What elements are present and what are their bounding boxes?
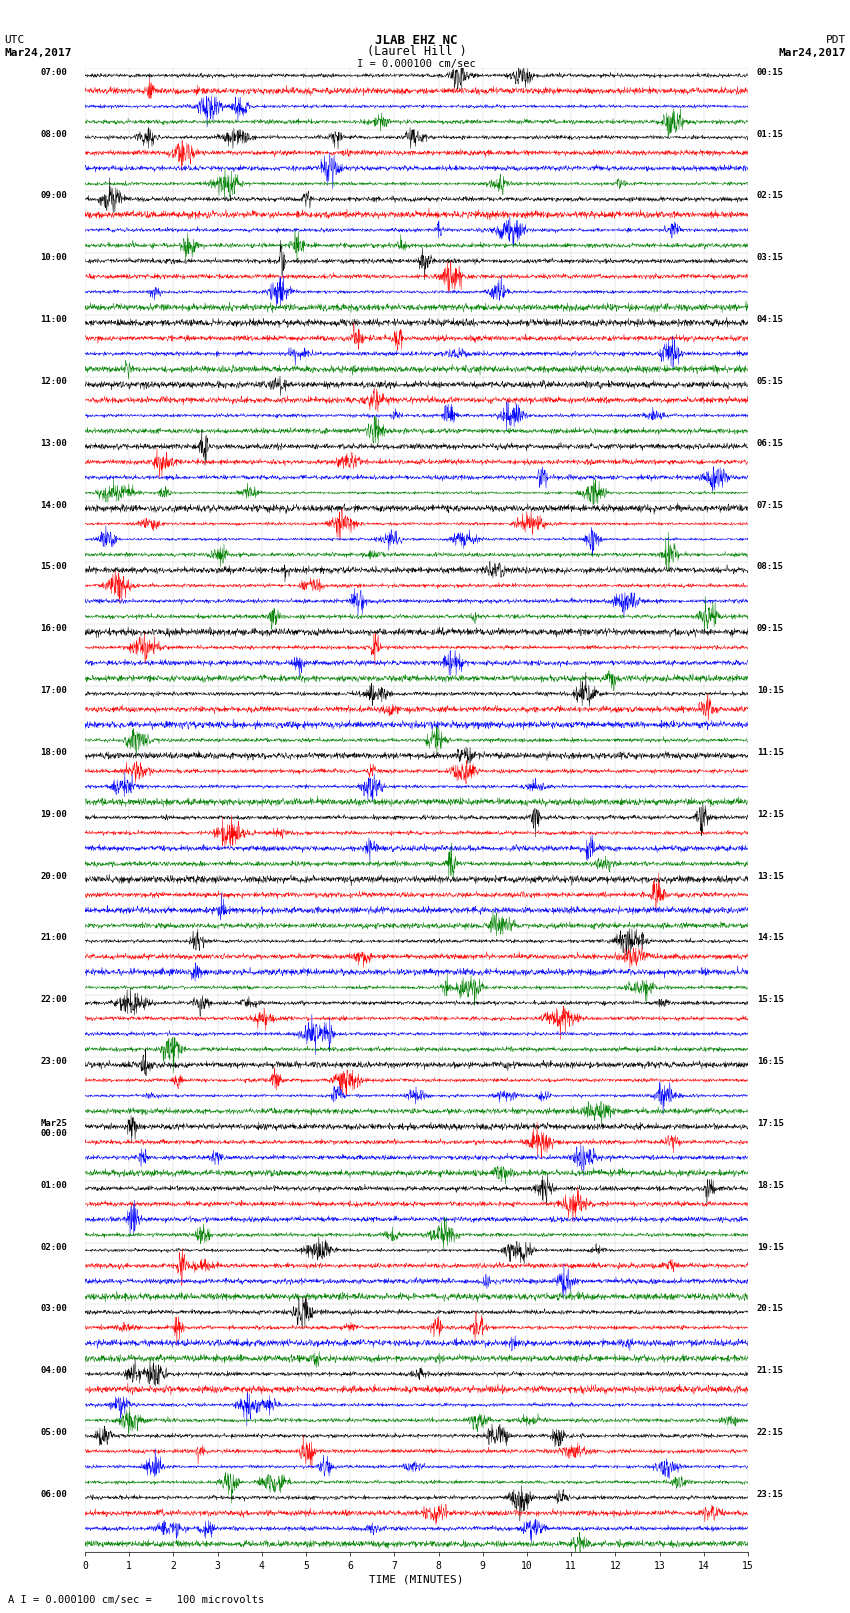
Text: 20:00: 20:00 <box>41 871 67 881</box>
Text: 09:15: 09:15 <box>756 624 784 634</box>
Text: 10:00: 10:00 <box>41 253 67 263</box>
Text: 19:00: 19:00 <box>41 810 67 819</box>
Text: 10:15: 10:15 <box>756 686 784 695</box>
Text: 17:00: 17:00 <box>41 686 67 695</box>
X-axis label: TIME (MINUTES): TIME (MINUTES) <box>369 1574 464 1586</box>
Text: 05:15: 05:15 <box>756 377 784 386</box>
Text: 03:00: 03:00 <box>41 1305 67 1313</box>
Text: 15:00: 15:00 <box>41 563 67 571</box>
Text: 22:00: 22:00 <box>41 995 67 1005</box>
Text: 00:15: 00:15 <box>756 68 784 77</box>
Text: 05:00: 05:00 <box>41 1428 67 1437</box>
Text: Mar24,2017: Mar24,2017 <box>4 48 71 58</box>
Text: (Laurel Hill ): (Laurel Hill ) <box>366 45 467 58</box>
Text: 09:00: 09:00 <box>41 192 67 200</box>
Text: 21:00: 21:00 <box>41 934 67 942</box>
Text: A I = 0.000100 cm/sec =    100 microvolts: A I = 0.000100 cm/sec = 100 microvolts <box>8 1595 264 1605</box>
Text: 11:15: 11:15 <box>756 748 784 756</box>
Text: 07:15: 07:15 <box>756 500 784 510</box>
Text: 01:15: 01:15 <box>756 129 784 139</box>
Text: 18:15: 18:15 <box>756 1181 784 1190</box>
Text: Mar24,2017: Mar24,2017 <box>779 48 846 58</box>
Text: 01:00: 01:00 <box>41 1181 67 1190</box>
Text: 16:15: 16:15 <box>756 1057 784 1066</box>
Text: 16:00: 16:00 <box>41 624 67 634</box>
Text: 18:00: 18:00 <box>41 748 67 756</box>
Text: JLAB EHZ NC: JLAB EHZ NC <box>375 34 458 47</box>
Text: Mar25
00:00: Mar25 00:00 <box>41 1119 67 1139</box>
Text: 06:15: 06:15 <box>756 439 784 448</box>
Text: I = 0.000100 cm/sec: I = 0.000100 cm/sec <box>357 60 476 69</box>
Text: 21:15: 21:15 <box>756 1366 784 1376</box>
Text: 08:15: 08:15 <box>756 563 784 571</box>
Text: 11:00: 11:00 <box>41 315 67 324</box>
Text: 07:00: 07:00 <box>41 68 67 77</box>
Text: 06:00: 06:00 <box>41 1490 67 1498</box>
Text: 02:15: 02:15 <box>756 192 784 200</box>
Text: 23:00: 23:00 <box>41 1057 67 1066</box>
Text: 17:15: 17:15 <box>756 1119 784 1127</box>
Text: 04:00: 04:00 <box>41 1366 67 1376</box>
Text: 03:15: 03:15 <box>756 253 784 263</box>
Text: 19:15: 19:15 <box>756 1242 784 1252</box>
Text: 13:15: 13:15 <box>756 871 784 881</box>
Text: 14:00: 14:00 <box>41 500 67 510</box>
Text: 02:00: 02:00 <box>41 1242 67 1252</box>
Text: 12:15: 12:15 <box>756 810 784 819</box>
Text: 22:15: 22:15 <box>756 1428 784 1437</box>
Text: 13:00: 13:00 <box>41 439 67 448</box>
Text: 08:00: 08:00 <box>41 129 67 139</box>
Text: 23:15: 23:15 <box>756 1490 784 1498</box>
Text: 12:00: 12:00 <box>41 377 67 386</box>
Text: 20:15: 20:15 <box>756 1305 784 1313</box>
Text: 14:15: 14:15 <box>756 934 784 942</box>
Text: 04:15: 04:15 <box>756 315 784 324</box>
Text: PDT: PDT <box>825 35 846 45</box>
Text: 15:15: 15:15 <box>756 995 784 1005</box>
Text: UTC: UTC <box>4 35 25 45</box>
